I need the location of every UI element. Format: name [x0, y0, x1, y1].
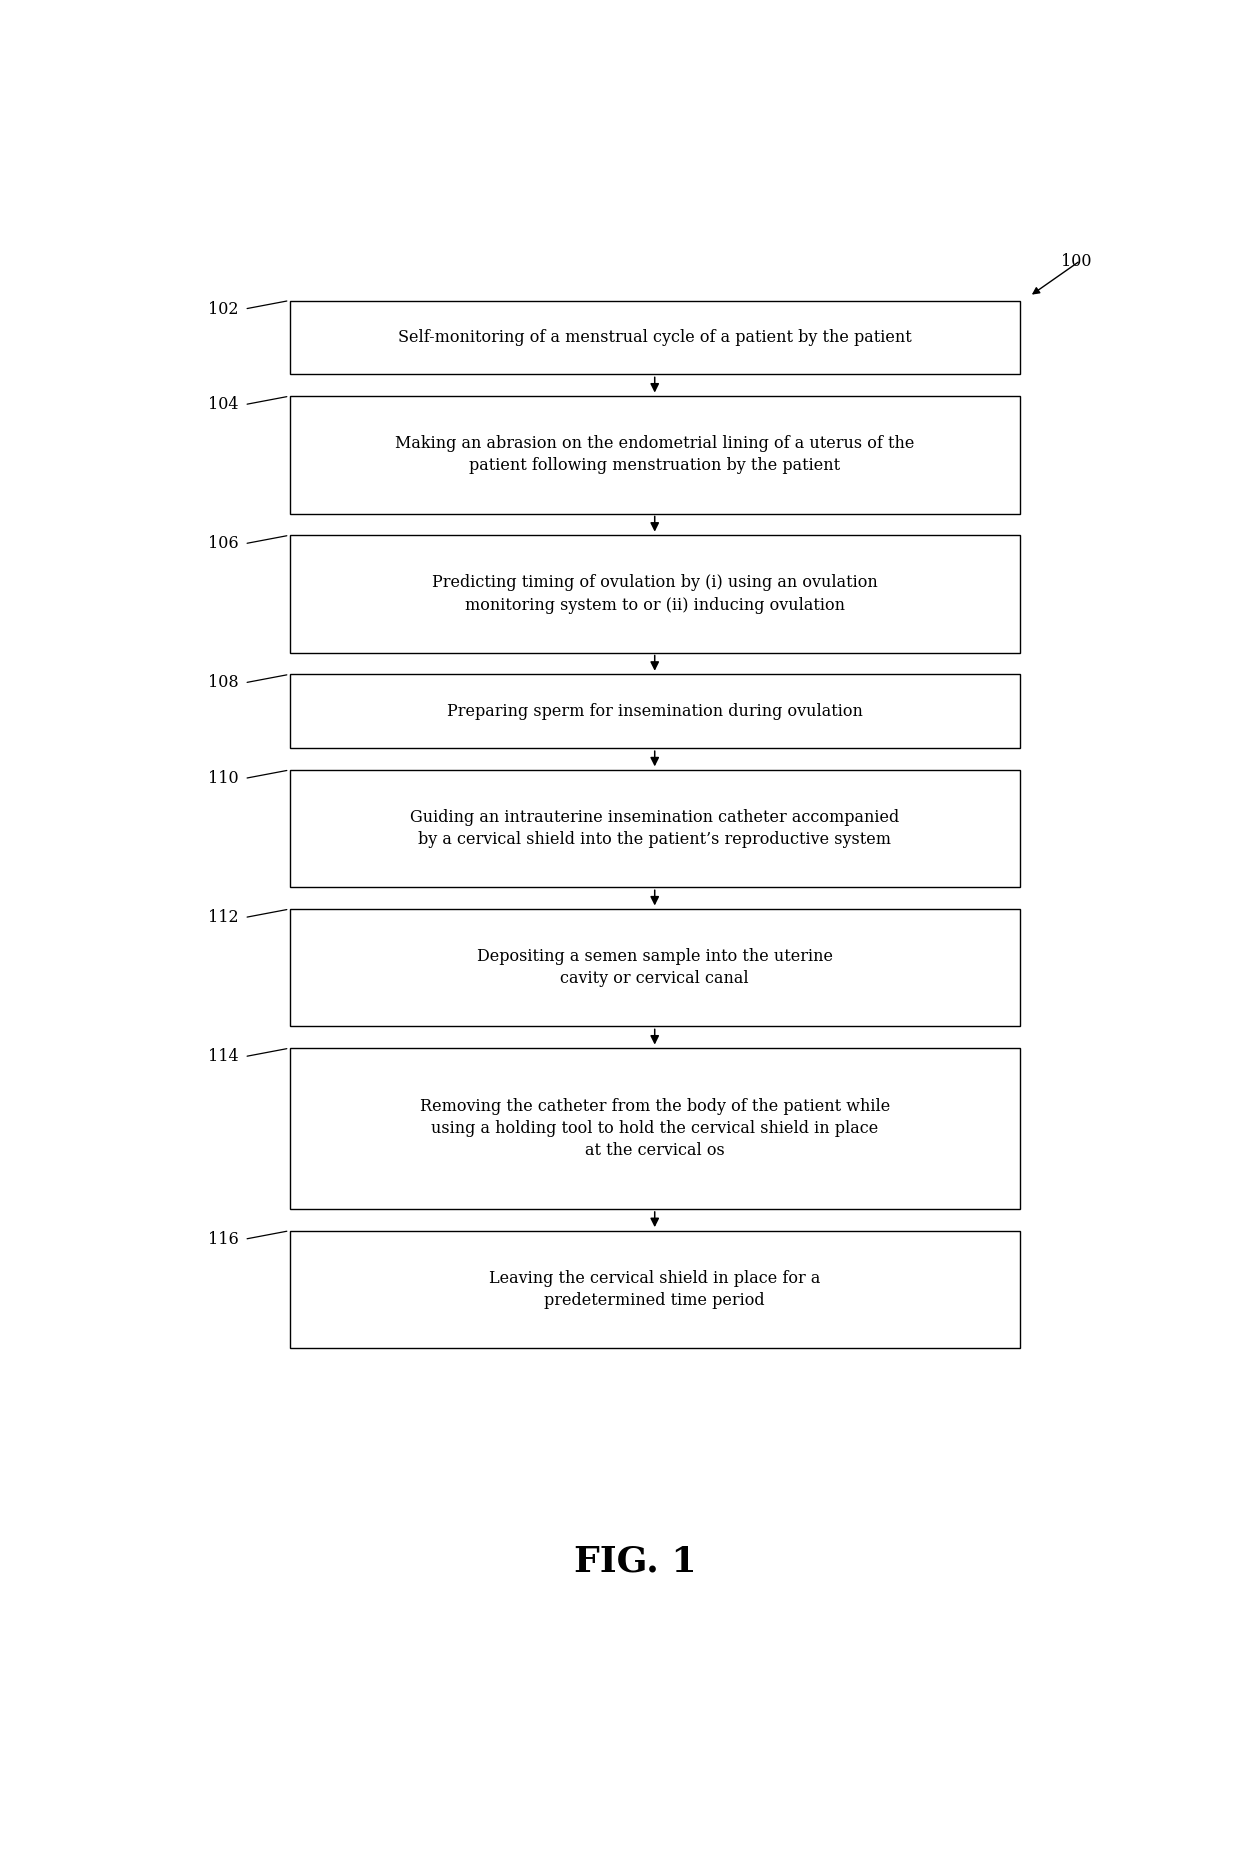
Text: Self-monitoring of a menstrual cycle of a patient by the patient: Self-monitoring of a menstrual cycle of … — [398, 329, 911, 346]
Text: Predicting timing of ovulation by (i) using an ovulation
monitoring system to or: Predicting timing of ovulation by (i) us… — [432, 574, 878, 613]
Text: 106: 106 — [208, 535, 238, 552]
Text: Depositing a semen sample into the uterine
cavity or cervical canal: Depositing a semen sample into the uteri… — [476, 948, 833, 987]
FancyBboxPatch shape — [290, 535, 1019, 653]
Text: 102: 102 — [208, 300, 238, 318]
FancyBboxPatch shape — [290, 909, 1019, 1027]
Text: 112: 112 — [208, 909, 238, 926]
FancyBboxPatch shape — [290, 674, 1019, 748]
Text: Guiding an intrauterine insemination catheter accompanied
by a cervical shield i: Guiding an intrauterine insemination cat… — [410, 809, 899, 848]
FancyBboxPatch shape — [290, 1231, 1019, 1348]
Text: Removing the catheter from the body of the patient while
using a holding tool to: Removing the catheter from the body of t… — [419, 1098, 890, 1159]
Text: 114: 114 — [208, 1048, 238, 1064]
FancyBboxPatch shape — [290, 1048, 1019, 1209]
Text: Leaving the cervical shield in place for a
predetermined time period: Leaving the cervical shield in place for… — [489, 1270, 821, 1309]
Text: Making an abrasion on the endometrial lining of a uterus of the
patient followin: Making an abrasion on the endometrial li… — [396, 435, 914, 474]
Text: 116: 116 — [208, 1231, 238, 1248]
Text: Preparing sperm for insemination during ovulation: Preparing sperm for insemination during … — [446, 703, 863, 720]
Text: 110: 110 — [208, 770, 238, 787]
Text: 104: 104 — [208, 396, 238, 413]
Text: 100: 100 — [1061, 254, 1092, 270]
Text: FIG. 1: FIG. 1 — [574, 1546, 697, 1579]
FancyBboxPatch shape — [290, 396, 1019, 513]
FancyBboxPatch shape — [290, 300, 1019, 374]
Text: 108: 108 — [208, 674, 238, 690]
FancyBboxPatch shape — [290, 770, 1019, 887]
